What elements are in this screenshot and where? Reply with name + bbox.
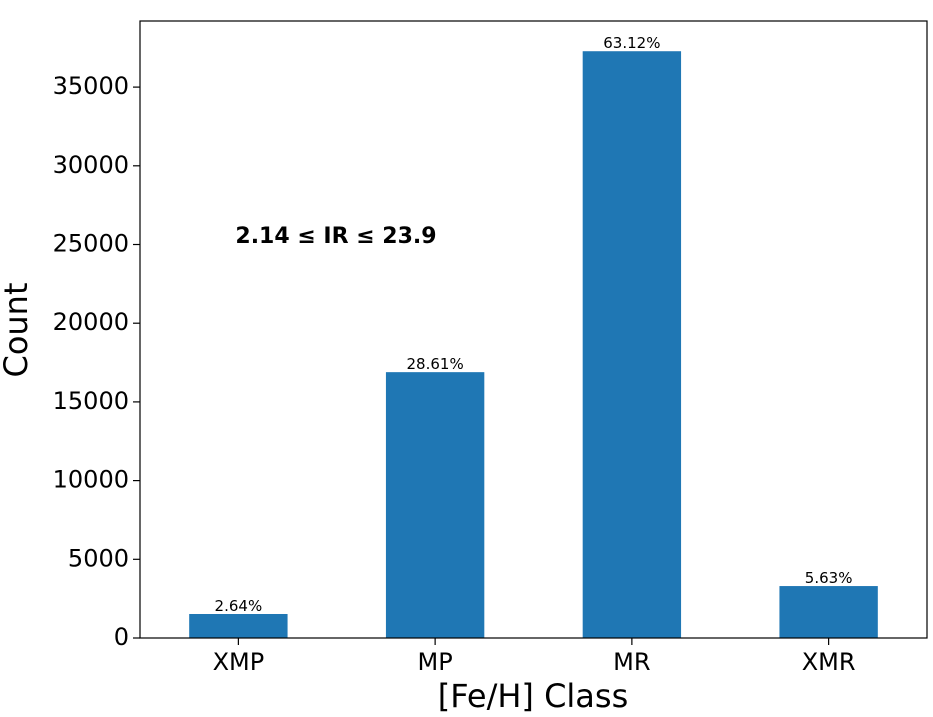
bar: [779, 586, 878, 638]
y-tick-label: 5000: [68, 544, 129, 572]
y-tick-label: 25000: [53, 230, 129, 258]
y-tick-label: 10000: [53, 466, 129, 494]
y-tick-label: 15000: [53, 387, 129, 415]
bar: [189, 613, 288, 638]
x-tick-label: MP: [418, 648, 453, 676]
x-axis-label: [Fe/H] Class: [438, 677, 629, 715]
bar-label: 2.64%: [215, 597, 263, 615]
bar: [582, 51, 682, 639]
bar-label: 28.61%: [407, 355, 464, 373]
y-tick-label: 30000: [53, 151, 129, 179]
y-tick-label: 20000: [53, 308, 129, 336]
annotation: 2.14 ≤ IR ≤ 23.9: [235, 224, 436, 249]
x-tick-label: XMP: [213, 648, 265, 676]
x-tick-label: XMR: [802, 648, 856, 676]
y-axis-label: Count: [0, 282, 35, 377]
x-tick-label: MR: [613, 648, 650, 676]
bar-label: 5.63%: [805, 569, 853, 587]
bar: [385, 372, 485, 638]
bar-label: 63.12%: [603, 34, 660, 52]
plot-frame: [139, 20, 928, 639]
y-tick-label: 0: [114, 623, 129, 651]
y-tick-label: 35000: [53, 72, 129, 100]
